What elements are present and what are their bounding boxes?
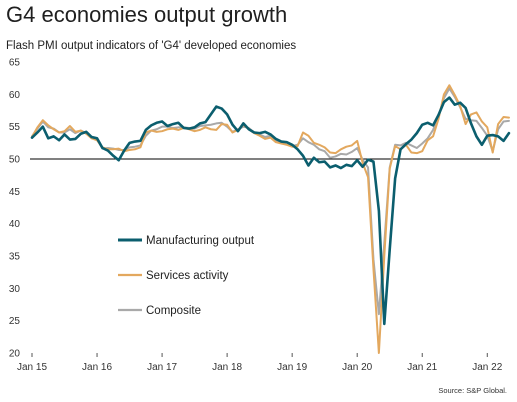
y-tick-label: 55 [9,122,21,133]
chart-subtitle: Flash PMI output indicators of 'G4' deve… [6,40,297,52]
y-tick-label: 35 [9,252,21,263]
x-tick-label: Jan 20 [342,362,372,373]
y-axis: 20 25 30 35 40 45 50 55 60 65 [9,58,21,360]
y-tick-label: 40 [9,219,21,230]
x-tick-label: Jan 17 [147,362,177,373]
x-tick-label: Jan 18 [212,362,242,373]
x-tick-label: Jan 16 [82,362,112,373]
series-line-manufacturing-output [30,96,511,326]
y-tick-label: 45 [9,187,21,198]
source-note: Source: S&P Global. [438,386,507,395]
series-line-services-activity [31,84,510,354]
x-tick-label: Jan 15 [17,362,47,373]
x-axis: Jan 15 Jan 16 Jan 17 Jan 18 Jan 19 Jan 20 Jan … [17,353,503,373]
y-tick-label: 60 [9,90,21,101]
y-tick-label: 50 [9,155,21,166]
y-tick-label: 20 [9,349,21,360]
chart-title: G4 economies output growth [6,2,288,27]
x-tick-label: Jan 21 [407,362,437,373]
x-tick-label: Jan 19 [277,362,307,373]
legend-label: Services activity [146,270,229,282]
legend-label: Composite [146,305,201,317]
y-tick-label: 30 [9,284,21,295]
x-tick-label: Jan 22 [472,362,502,373]
legend-label: Manufacturing output [146,235,255,247]
legend: Manufacturing output Services activity Com… [118,235,255,317]
series-group [30,84,511,354]
y-tick-label: 25 [9,316,21,327]
y-tick-label: 65 [9,58,21,69]
